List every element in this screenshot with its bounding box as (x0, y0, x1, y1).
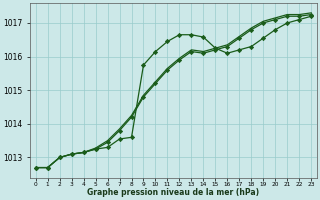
X-axis label: Graphe pression niveau de la mer (hPa): Graphe pression niveau de la mer (hPa) (87, 188, 260, 197)
